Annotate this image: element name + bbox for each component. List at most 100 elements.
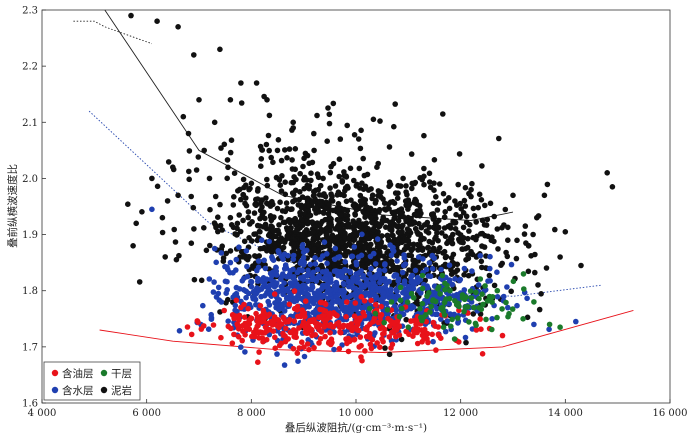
data-point [417, 242, 423, 248]
data-point [259, 237, 265, 243]
data-point [328, 191, 334, 197]
data-point [466, 228, 472, 234]
data-point [304, 152, 311, 159]
data-point [292, 330, 299, 337]
legend: 含油层 干层 含水层 泥岩 [43, 361, 141, 401]
data-point [498, 262, 504, 269]
data-point [452, 276, 458, 282]
data-point [375, 192, 381, 199]
data-point [310, 229, 317, 235]
data-point [346, 235, 352, 241]
data-point [349, 284, 356, 290]
data-point [280, 244, 287, 251]
data-point [371, 315, 378, 322]
data-point [265, 298, 272, 305]
data-point [238, 100, 245, 106]
data-point [374, 340, 381, 346]
data-point [413, 321, 419, 328]
data-point [324, 230, 330, 237]
y-tick-label: 2.2 [22, 62, 38, 73]
data-point [487, 278, 493, 284]
data-point [454, 261, 461, 268]
data-point [241, 287, 247, 293]
data-point [368, 186, 374, 192]
data-point [317, 306, 323, 313]
data-point [278, 340, 285, 347]
data-point [510, 192, 516, 199]
data-point [352, 211, 358, 217]
data-point [372, 261, 379, 267]
data-point [248, 278, 254, 285]
data-point [377, 118, 383, 124]
data-point [573, 318, 579, 325]
data-point [351, 313, 358, 320]
data-point [217, 309, 223, 315]
data-point [448, 267, 454, 273]
data-point [136, 279, 143, 285]
data-point [245, 209, 252, 215]
data-point [400, 222, 406, 229]
data-point [458, 206, 465, 212]
data-point [298, 205, 305, 211]
data-point [455, 181, 462, 188]
data-point [274, 351, 280, 357]
data-point [227, 149, 234, 156]
data-point [329, 304, 335, 311]
data-point [471, 213, 478, 219]
data-point [360, 274, 366, 280]
data-point [241, 314, 248, 321]
data-point [188, 240, 195, 246]
data-point [318, 329, 325, 335]
data-point [341, 206, 348, 213]
data-point [211, 279, 217, 285]
data-point [280, 332, 287, 339]
data-point [366, 305, 373, 312]
data-point [337, 136, 344, 142]
data-point [352, 290, 358, 297]
data-point [477, 276, 484, 282]
data-point [462, 203, 469, 209]
data-point [392, 190, 399, 196]
data-point [186, 168, 192, 175]
data-point [286, 146, 293, 152]
legend-label-water: 含水层 [62, 384, 94, 397]
data-point [317, 314, 324, 321]
data-point [524, 314, 531, 321]
data-point [486, 272, 493, 279]
data-point [332, 183, 339, 189]
data-point [530, 231, 536, 238]
data-point [327, 321, 334, 328]
data-point [441, 248, 448, 255]
data-point [494, 294, 501, 300]
x-tick-label: 4 000 [28, 408, 57, 419]
data-point [125, 201, 131, 207]
data-point [175, 192, 181, 199]
data-point [228, 137, 235, 143]
data-point [438, 316, 444, 322]
data-point [443, 198, 449, 204]
data-point [335, 200, 342, 207]
data-point [399, 239, 405, 246]
data-point [370, 116, 377, 123]
data-point [232, 313, 239, 319]
data-point [355, 254, 362, 260]
data-point [353, 206, 360, 213]
data-point [431, 157, 438, 163]
data-point [307, 318, 314, 325]
data-point [279, 173, 285, 179]
data-point [412, 267, 419, 274]
data-point [280, 256, 286, 263]
data-point [446, 262, 453, 269]
data-point [479, 291, 485, 298]
data-point [258, 200, 264, 207]
data-point [502, 206, 509, 213]
data-point [438, 266, 444, 273]
x-tick-label: 10 000 [339, 408, 374, 419]
y-axis-title: 叠前纵横波速度比 [6, 164, 19, 248]
data-point [340, 280, 347, 287]
data-point [321, 239, 328, 245]
data-point [433, 347, 439, 353]
data-point [379, 324, 386, 331]
data-point [449, 281, 456, 288]
data-point [235, 334, 242, 340]
